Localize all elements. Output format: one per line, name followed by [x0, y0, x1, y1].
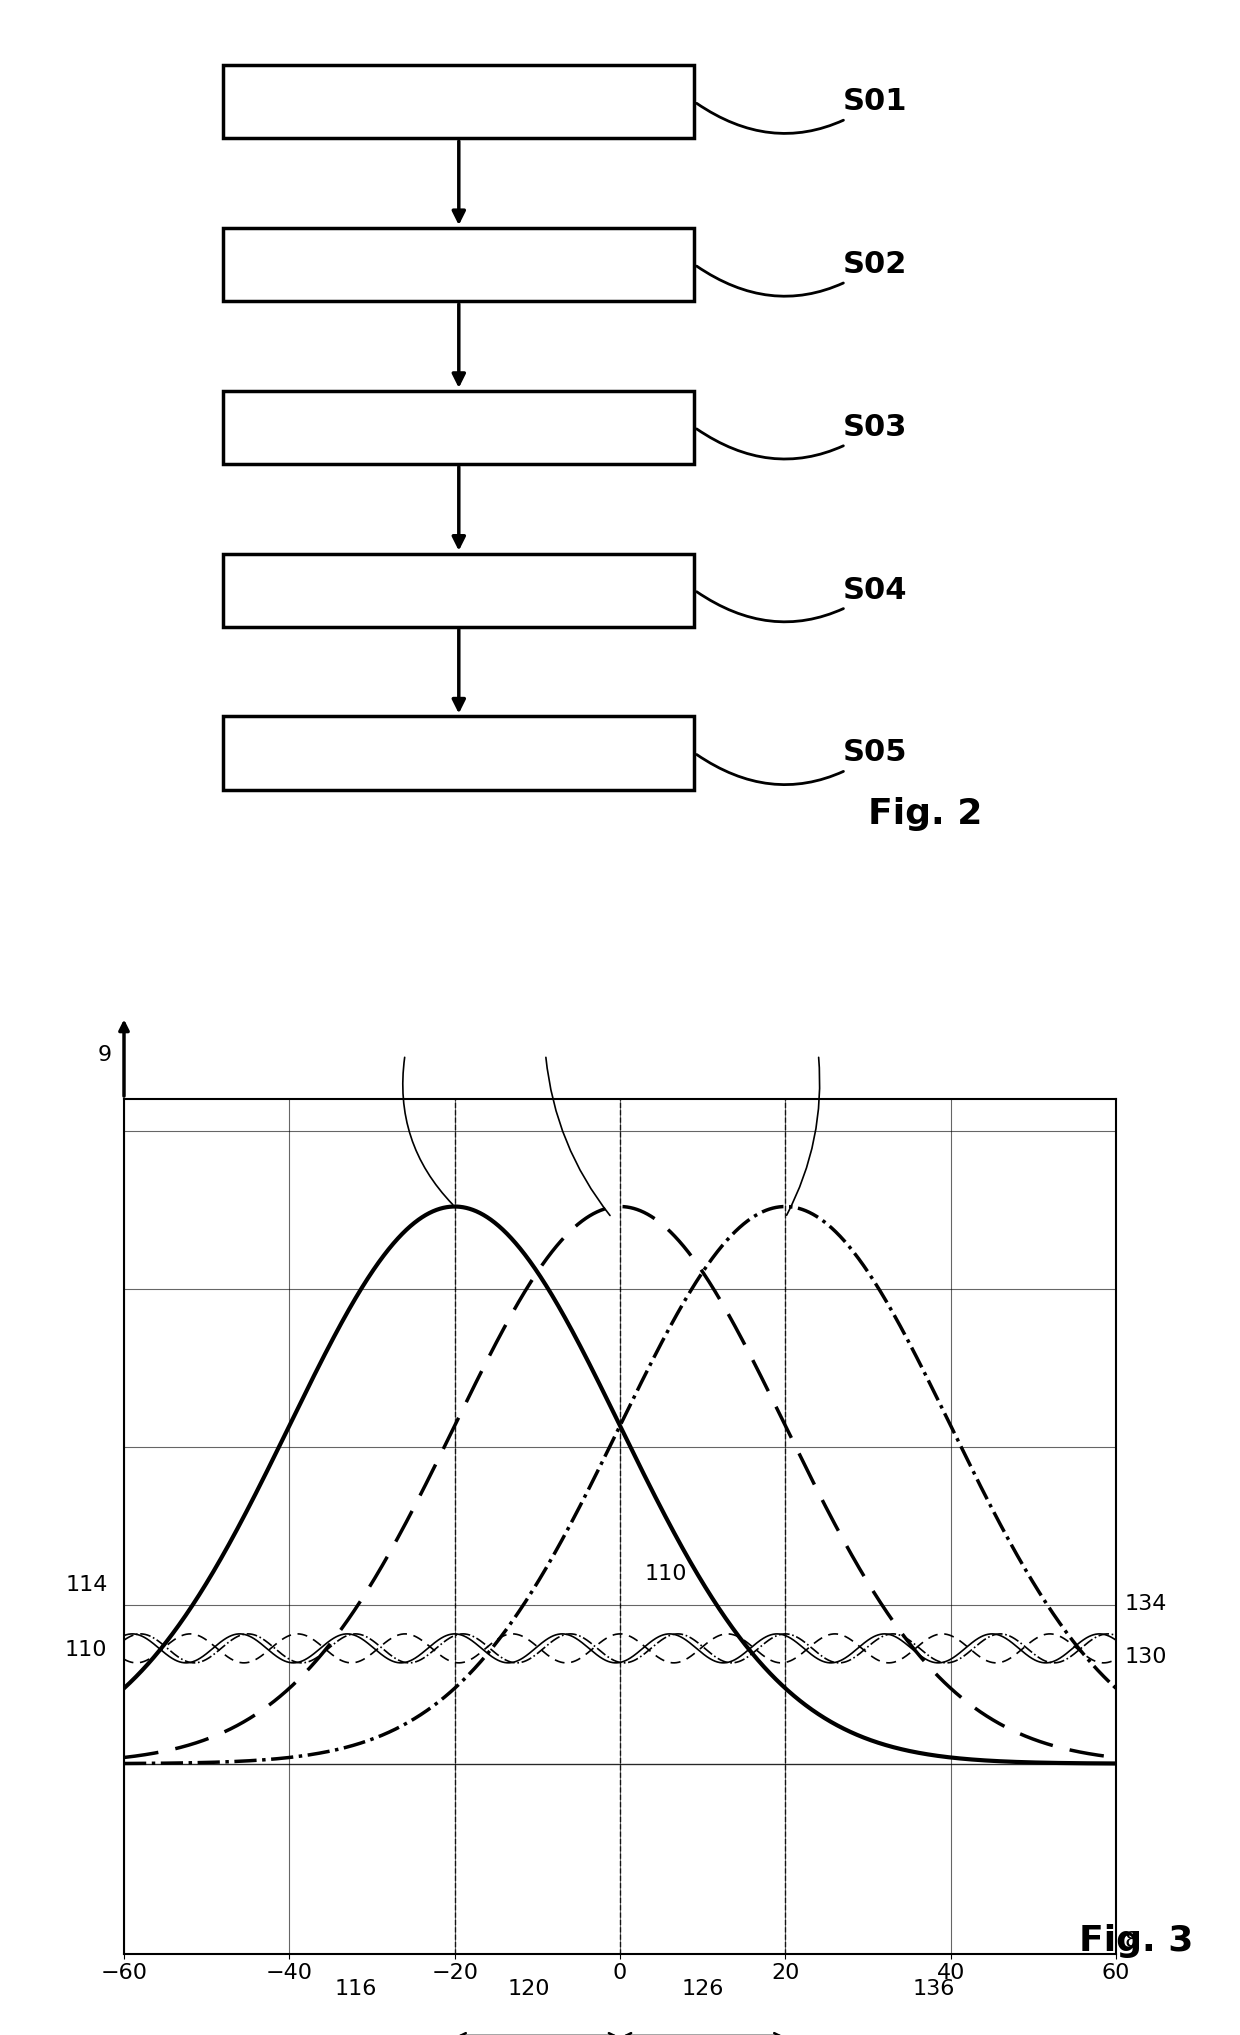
FancyBboxPatch shape [223, 65, 694, 138]
FancyBboxPatch shape [223, 716, 694, 790]
Text: 8: 8 [1125, 1931, 1138, 1952]
Text: 116: 116 [335, 1978, 377, 1998]
Text: Fig. 3: Fig. 3 [1079, 1923, 1193, 1958]
Text: S04: S04 [697, 576, 908, 623]
FancyBboxPatch shape [223, 554, 694, 627]
Text: 110: 110 [645, 1563, 687, 1583]
Text: 134: 134 [1125, 1593, 1167, 1614]
Text: S03: S03 [697, 413, 908, 460]
Text: 136: 136 [913, 1978, 955, 1998]
Text: S01: S01 [697, 88, 908, 134]
Text: 114: 114 [64, 1575, 108, 1595]
FancyBboxPatch shape [223, 228, 694, 301]
Text: 120: 120 [508, 1978, 551, 1998]
FancyBboxPatch shape [223, 391, 694, 464]
Text: S05: S05 [697, 739, 908, 786]
Text: Fig. 2: Fig. 2 [868, 798, 982, 830]
Text: 9: 9 [98, 1044, 112, 1064]
Text: S02: S02 [697, 250, 908, 297]
Text: 130: 130 [1125, 1646, 1167, 1667]
Text: 110: 110 [64, 1640, 108, 1661]
Text: 126: 126 [682, 1978, 724, 1998]
